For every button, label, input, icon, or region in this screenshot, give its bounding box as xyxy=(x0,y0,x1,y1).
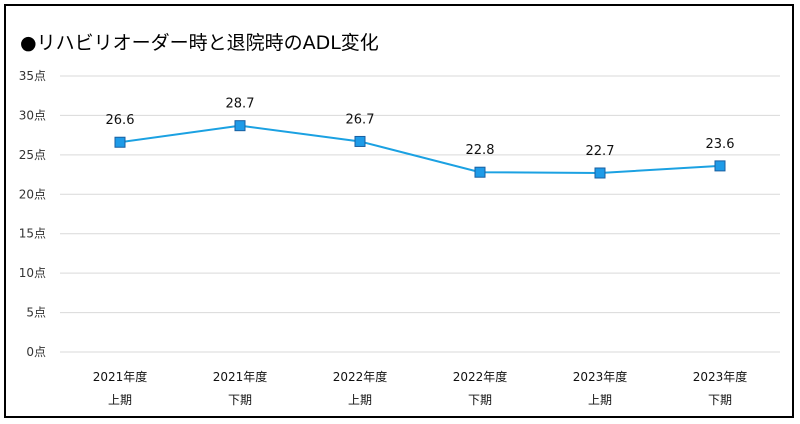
x-tick-label: 下期 xyxy=(468,393,492,407)
x-tick-label: 下期 xyxy=(708,393,732,407)
data-point xyxy=(114,136,126,148)
data-point xyxy=(474,166,486,178)
y-tick-label: 35点 xyxy=(19,69,46,83)
series-line xyxy=(119,124,721,174)
data-point xyxy=(594,167,606,179)
data-label: 22.8 xyxy=(466,143,495,158)
data-label: 28.7 xyxy=(226,97,255,112)
data-label: 22.7 xyxy=(586,144,615,159)
x-tick-label: 2022年度 xyxy=(333,369,388,384)
x-tick-label: 上期 xyxy=(348,393,372,407)
chart-title: ●リハビリオーダー時と退院時のADL変化 xyxy=(20,32,379,54)
data-point xyxy=(714,160,726,172)
x-tick-label: 2023年度 xyxy=(693,369,748,384)
y-tick-label: 10点 xyxy=(19,266,46,280)
data-point xyxy=(234,120,246,132)
chart-frame xyxy=(4,4,794,418)
x-tick-label: 2022年度 xyxy=(453,369,508,384)
y-tick-label: 15点 xyxy=(19,227,46,241)
x-tick-label: 上期 xyxy=(588,393,612,407)
y-tick-label: 30点 xyxy=(19,108,46,122)
data-point xyxy=(354,135,366,147)
x-tick-label: 2023年度 xyxy=(573,369,628,384)
x-tick-label: 上期 xyxy=(108,393,132,407)
data-label: 26.6 xyxy=(106,113,135,128)
y-tick-label: 0点 xyxy=(26,345,46,359)
data-label: 23.6 xyxy=(706,137,735,152)
x-tick-label: 下期 xyxy=(228,393,252,407)
y-tick-label: 5点 xyxy=(26,306,46,320)
y-tick-label: 20点 xyxy=(19,187,46,201)
data-label: 26.7 xyxy=(346,112,375,127)
y-tick-label: 25点 xyxy=(19,148,46,162)
x-tick-label: 2021年度 xyxy=(93,369,148,384)
x-tick-label: 2021年度 xyxy=(213,369,268,384)
